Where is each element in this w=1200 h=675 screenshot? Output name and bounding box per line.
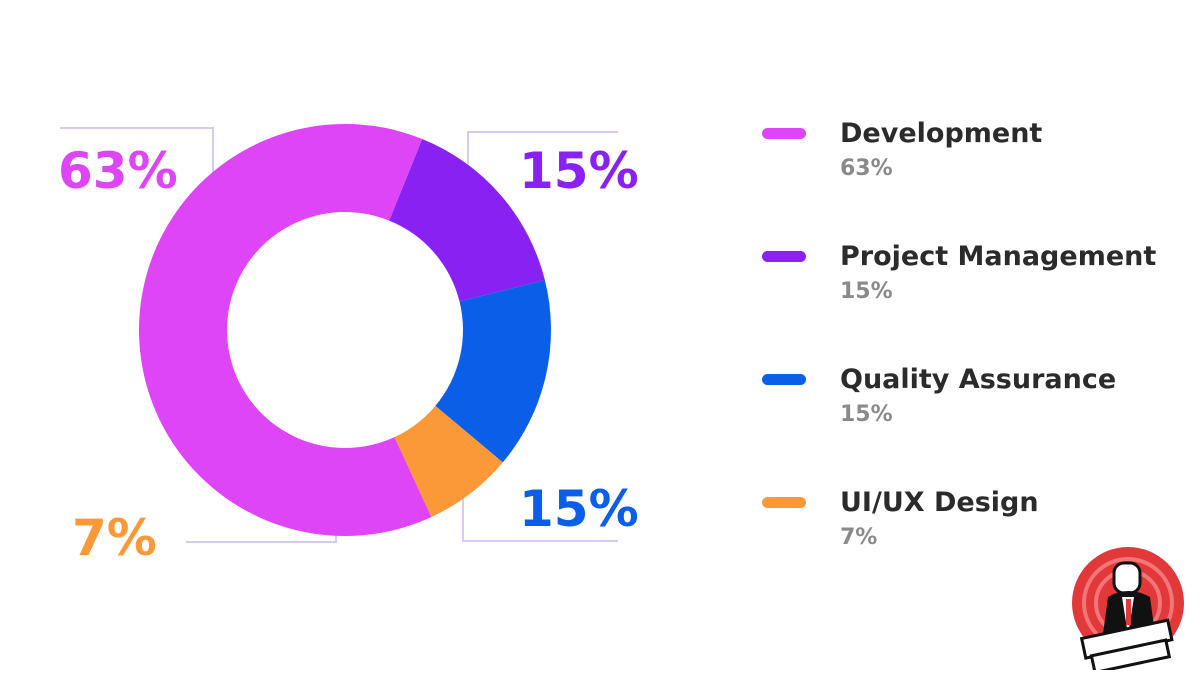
legend-swatch-development (762, 128, 806, 139)
legend-name: Project Management (840, 241, 1157, 272)
legend-name: Development (840, 118, 1043, 149)
donut-slices (138, 123, 551, 536)
value-label-uiux-design: 7% (72, 509, 157, 567)
slice-project-management (389, 139, 545, 302)
slice-uiux-design (394, 405, 503, 518)
legend-value: 15% (840, 402, 893, 427)
legend-value: 7% (840, 525, 878, 550)
legend-swatch-uiux-design (762, 497, 806, 508)
slice-quality-assurance (435, 280, 551, 463)
legend-name: UI/UX Design (840, 487, 1039, 518)
legend-value: 63% (840, 156, 893, 181)
legend-value: 15% (840, 279, 893, 304)
russian-geeks-logo (1068, 545, 1188, 675)
legend-swatch-quality-assurance (762, 374, 806, 385)
value-label-project-management: 15% (519, 142, 639, 200)
slice-development (138, 123, 432, 536)
legend-swatch-project-management (762, 251, 806, 262)
value-label-quality-assurance: 15% (519, 480, 639, 538)
legend-name: Quality Assurance (840, 364, 1117, 395)
value-label-development: 63% (58, 142, 178, 200)
